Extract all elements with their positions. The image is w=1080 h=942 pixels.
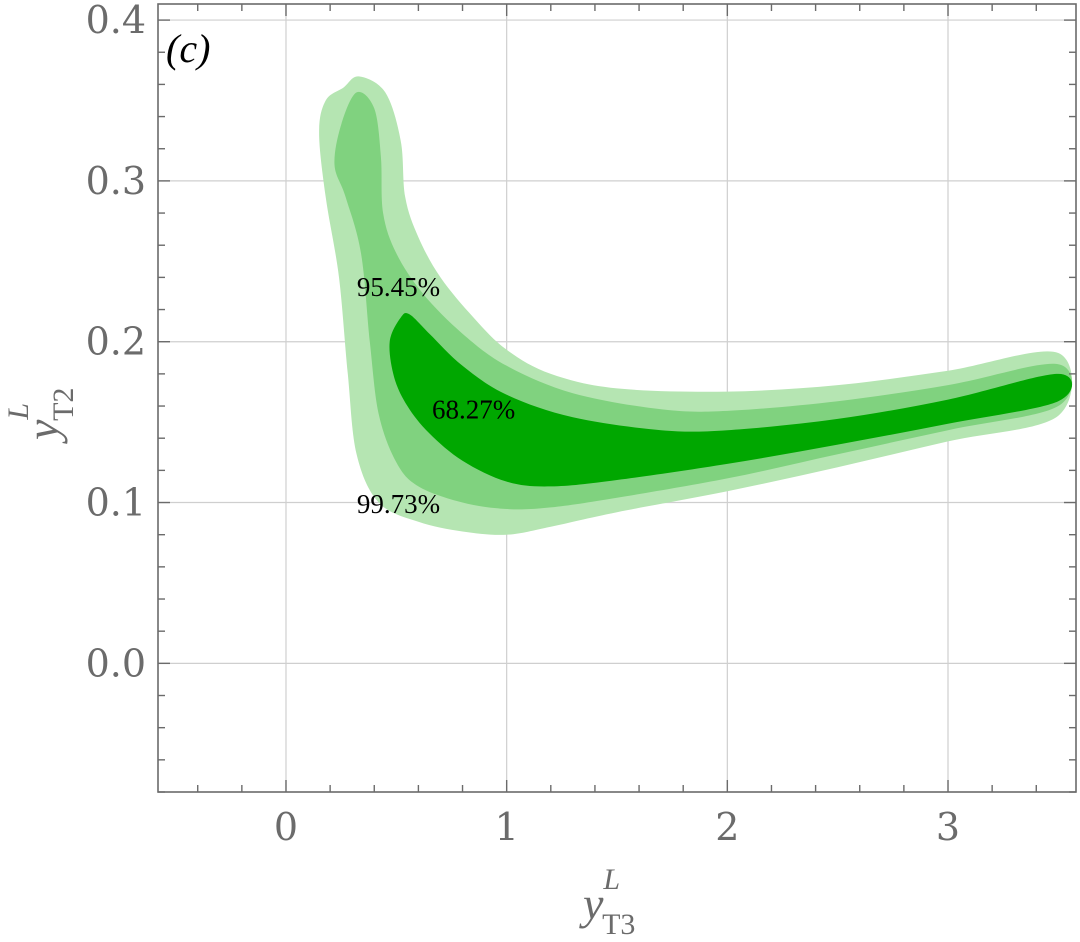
y-tick-label: 0.0 [86, 641, 146, 685]
y-tick-label: 0.2 [86, 320, 146, 364]
x-tick-label: 0 [274, 805, 298, 849]
region-label-6827: 68.27% [432, 394, 515, 424]
plot-frame [157, 3, 1077, 793]
region-label-9545: 95.45% [357, 272, 440, 302]
axes-frame [157, 3, 1077, 793]
axis-ticks: 0 1 2 3 0.0 0.1 0.2 0.3 0.4 [86, 0, 1076, 849]
y-tick-label: 0.1 [86, 481, 146, 525]
region-6827 [389, 313, 1073, 487]
x-tick-label: 1 [495, 805, 519, 849]
x-tick-label: 2 [715, 805, 739, 849]
y-axis-title: yL T2 [2, 388, 80, 444]
region-label-9973: 99.73% [357, 489, 440, 519]
y-tick-label: 0.3 [86, 159, 146, 203]
confidence-regions [319, 76, 1073, 535]
region-labels: 99.73% 95.45% 68.27% [357, 272, 515, 519]
panel-label: (c) [166, 26, 210, 71]
x-axis-title: yL T3 [579, 863, 635, 941]
x-tick-label: 3 [936, 805, 960, 849]
y-tick-label: 0.4 [86, 0, 146, 42]
